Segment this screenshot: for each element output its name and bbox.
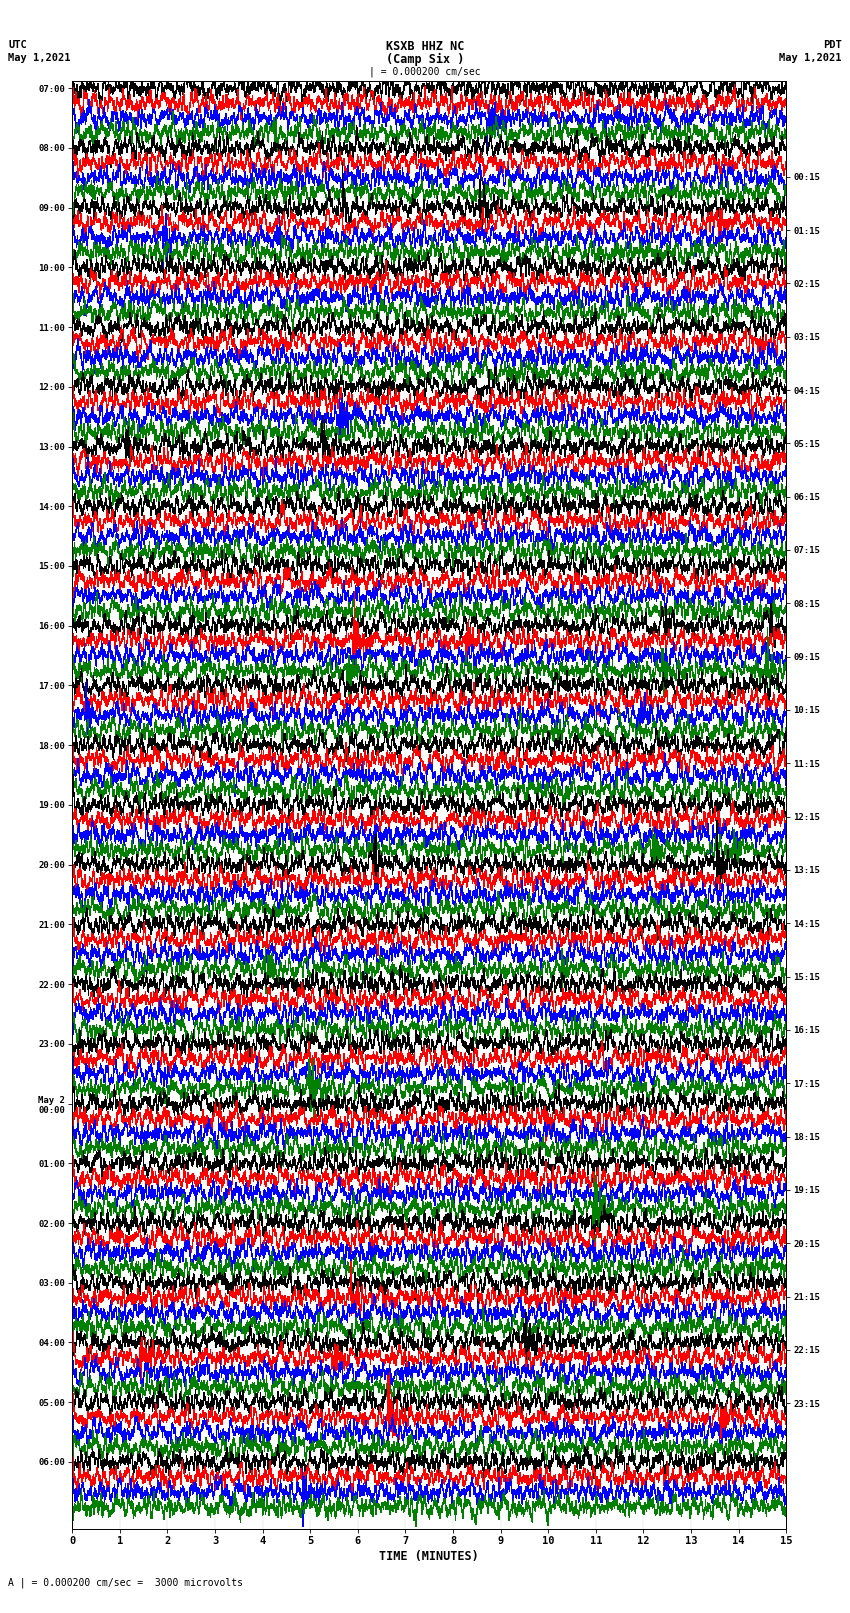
Text: KSXB HHZ NC: KSXB HHZ NC <box>386 40 464 53</box>
Text: (Camp Six ): (Camp Six ) <box>386 53 464 66</box>
Text: A | = 0.000200 cm/sec =  3000 microvolts: A | = 0.000200 cm/sec = 3000 microvolts <box>8 1578 243 1589</box>
Text: May 1,2021: May 1,2021 <box>779 53 842 63</box>
Text: UTC: UTC <box>8 40 27 50</box>
Text: May 1,2021: May 1,2021 <box>8 53 71 63</box>
X-axis label: TIME (MINUTES): TIME (MINUTES) <box>379 1550 479 1563</box>
Text: PDT: PDT <box>823 40 842 50</box>
Text: | = 0.000200 cm/sec: | = 0.000200 cm/sec <box>369 66 481 77</box>
